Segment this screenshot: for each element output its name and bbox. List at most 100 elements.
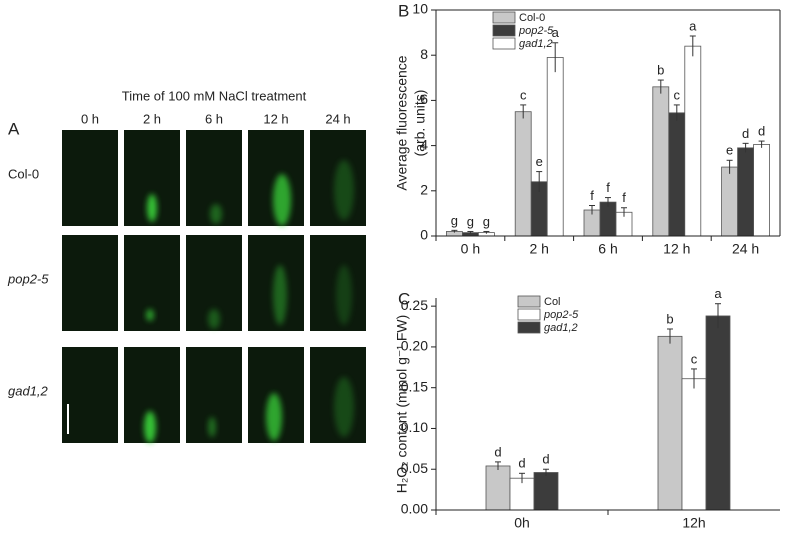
panel-a: A Time of 100 mM NaCl treatment bbox=[8, 88, 307, 138]
legend-swatch bbox=[492, 37, 516, 50]
y-tick-label: 0.25 bbox=[401, 297, 428, 313]
column-label: 2 h bbox=[143, 111, 161, 126]
y-tick-label: 0 bbox=[420, 227, 428, 243]
legend-label: gad1,2 bbox=[519, 38, 553, 50]
bar bbox=[681, 378, 707, 511]
y-axis-label: Average fluorescence bbox=[394, 55, 410, 190]
legend-label: Col-0 bbox=[519, 12, 545, 24]
bar bbox=[509, 477, 535, 511]
root-glow bbox=[146, 309, 154, 321]
y-tick-label: 0.20 bbox=[401, 338, 428, 354]
root-glow bbox=[266, 393, 282, 441]
significance-letter: f bbox=[606, 180, 610, 195]
root-glow bbox=[210, 204, 222, 224]
x-tick-label: 6 h bbox=[598, 241, 617, 257]
root-glow bbox=[273, 265, 287, 325]
bar bbox=[533, 472, 559, 511]
row-label: pop2-5 bbox=[7, 271, 49, 286]
significance-letter: d bbox=[542, 452, 549, 467]
x-tick-label: 12h bbox=[682, 515, 705, 531]
significance-letter: g bbox=[483, 214, 490, 229]
significance-letter: c bbox=[674, 87, 681, 102]
row-label: Col-0 bbox=[8, 166, 39, 181]
significance-letter: g bbox=[467, 214, 474, 229]
bar bbox=[657, 335, 683, 511]
legend-swatch bbox=[517, 308, 541, 321]
x-tick-label: 0h bbox=[514, 515, 530, 531]
bar bbox=[514, 111, 532, 237]
significance-letter: a bbox=[714, 286, 722, 301]
y-tick-label: 0.05 bbox=[401, 460, 428, 476]
root-glow bbox=[334, 160, 354, 220]
legend-swatch bbox=[492, 24, 516, 37]
x-tick-label: 24 h bbox=[732, 241, 759, 257]
significance-letter: d bbox=[518, 456, 525, 471]
root-glow bbox=[208, 417, 216, 437]
column-label: 6 h bbox=[205, 111, 223, 126]
root-glow bbox=[273, 174, 291, 226]
legend-swatch bbox=[517, 295, 541, 308]
x-tick-label: 2 h bbox=[529, 241, 548, 257]
significance-letter: e bbox=[536, 154, 543, 169]
column-label: 12 h bbox=[263, 111, 288, 126]
panel-title: Time of 100 mM NaCl treatment bbox=[122, 88, 307, 103]
significance-letter: f bbox=[622, 190, 626, 205]
legend-label: pop2-5 bbox=[543, 309, 579, 321]
bar bbox=[737, 147, 754, 237]
root-glow bbox=[334, 377, 354, 437]
y-tick-label: 4 bbox=[420, 136, 428, 152]
y-tick-label: 0.10 bbox=[401, 419, 428, 435]
panel-label: C bbox=[398, 289, 410, 308]
significance-letter: b bbox=[666, 311, 673, 326]
root-glow bbox=[208, 309, 220, 329]
legend-label: gad1,2 bbox=[544, 322, 578, 334]
significance-letter: f bbox=[590, 188, 594, 203]
panel-label: B bbox=[398, 1, 409, 20]
significance-letter: g bbox=[451, 213, 458, 228]
bar bbox=[721, 166, 738, 237]
root-glow bbox=[144, 411, 156, 443]
row-label: gad1,2 bbox=[8, 383, 49, 398]
bar bbox=[546, 57, 564, 237]
bar bbox=[652, 86, 670, 237]
legend-label: pop2-5 bbox=[518, 25, 554, 37]
legend-swatch bbox=[517, 321, 541, 334]
significance-letter: d bbox=[494, 444, 501, 459]
bar bbox=[485, 465, 511, 511]
legend-swatch bbox=[492, 11, 516, 24]
bar bbox=[753, 144, 770, 237]
bar bbox=[684, 45, 702, 237]
y-axis-label: H₂O₂ content (mmol g⁻¹ FW) bbox=[394, 315, 410, 494]
significance-letter: b bbox=[657, 62, 664, 77]
root-glow bbox=[336, 265, 352, 325]
column-label: 0 h bbox=[81, 111, 99, 126]
significance-letter: e bbox=[726, 143, 733, 158]
y-axis-label: (arb. units) bbox=[412, 90, 428, 157]
y-tick-label: 0.00 bbox=[401, 501, 428, 517]
significance-letter: d bbox=[742, 126, 749, 141]
significance-letter: a bbox=[689, 18, 697, 33]
column-label: 24 h bbox=[325, 111, 350, 126]
y-tick-label: 8 bbox=[420, 46, 428, 62]
x-tick-label: 0 h bbox=[461, 241, 480, 257]
bar bbox=[668, 112, 686, 237]
y-tick-label: 2 bbox=[420, 182, 428, 198]
y-tick-label: 6 bbox=[420, 91, 428, 107]
significance-letter: c bbox=[691, 351, 698, 366]
bar bbox=[599, 201, 617, 237]
y-tick-label: 0.15 bbox=[401, 378, 428, 394]
y-tick-label: 10 bbox=[412, 1, 428, 17]
bar bbox=[705, 315, 731, 511]
root-glow bbox=[147, 194, 157, 222]
significance-letter: a bbox=[552, 25, 560, 40]
panel-label: A bbox=[8, 119, 20, 138]
x-tick-label: 12 h bbox=[663, 241, 690, 257]
micrograph bbox=[62, 130, 118, 226]
micrograph bbox=[62, 235, 118, 331]
legend-label: Col bbox=[544, 296, 561, 308]
significance-letter: d bbox=[758, 124, 765, 139]
micrograph bbox=[62, 347, 118, 443]
significance-letter: c bbox=[520, 87, 527, 102]
